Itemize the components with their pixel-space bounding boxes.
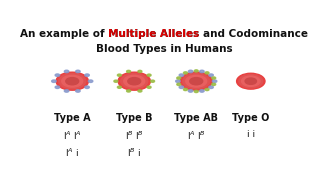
Circle shape — [212, 80, 217, 82]
Circle shape — [76, 90, 80, 92]
Circle shape — [239, 75, 263, 88]
Text: I$^A$ I$^A$: I$^A$ I$^A$ — [63, 130, 82, 142]
Text: An example of: An example of — [40, 160, 128, 170]
Circle shape — [76, 70, 80, 73]
Circle shape — [52, 80, 56, 82]
Circle shape — [209, 86, 213, 89]
Circle shape — [176, 80, 180, 82]
Circle shape — [147, 86, 151, 88]
Text: Multiple Alleles: Multiple Alleles — [108, 28, 199, 39]
Circle shape — [128, 78, 141, 85]
Circle shape — [194, 90, 198, 93]
Text: Type O: Type O — [232, 113, 269, 123]
Circle shape — [55, 86, 60, 89]
Circle shape — [200, 90, 204, 92]
Circle shape — [62, 75, 83, 87]
Circle shape — [88, 80, 93, 82]
Text: Type B: Type B — [116, 113, 153, 123]
Circle shape — [179, 86, 184, 89]
Circle shape — [127, 90, 131, 92]
Text: Blood Types in Humans: Blood Types in Humans — [96, 44, 232, 54]
Circle shape — [85, 74, 89, 76]
Circle shape — [180, 72, 212, 90]
Circle shape — [200, 70, 204, 73]
Circle shape — [121, 74, 148, 89]
Text: Type A: Type A — [54, 113, 91, 123]
Circle shape — [147, 74, 151, 76]
Circle shape — [85, 86, 89, 89]
Circle shape — [179, 74, 184, 76]
Circle shape — [138, 90, 142, 92]
Circle shape — [64, 70, 69, 73]
Circle shape — [186, 75, 207, 87]
Circle shape — [138, 70, 142, 73]
Text: I$^B$ i: I$^B$ i — [127, 146, 141, 159]
Circle shape — [177, 77, 181, 79]
Circle shape — [56, 72, 88, 90]
Text: i i: i i — [247, 130, 255, 139]
Circle shape — [212, 83, 216, 86]
Circle shape — [118, 72, 150, 90]
Text: I$^A$ i: I$^A$ i — [65, 146, 79, 159]
Circle shape — [236, 73, 265, 89]
Text: An example of Multiple Alleles and Codominance: An example of Multiple Alleles and Codom… — [20, 28, 308, 39]
Circle shape — [242, 76, 260, 86]
Circle shape — [55, 74, 60, 76]
Circle shape — [117, 74, 121, 76]
Circle shape — [205, 88, 209, 91]
Circle shape — [177, 83, 181, 86]
Text: Type AB: Type AB — [174, 113, 218, 123]
Circle shape — [183, 72, 188, 74]
Circle shape — [183, 88, 188, 91]
Text: Multiple Alleles: Multiple Alleles — [40, 160, 131, 170]
Circle shape — [190, 78, 203, 85]
Circle shape — [117, 86, 121, 88]
Circle shape — [209, 74, 213, 76]
Circle shape — [114, 80, 118, 82]
Circle shape — [64, 90, 69, 92]
Circle shape — [151, 80, 155, 82]
Circle shape — [205, 72, 209, 74]
Circle shape — [188, 90, 193, 92]
Circle shape — [188, 70, 193, 73]
Circle shape — [245, 78, 256, 84]
Circle shape — [127, 70, 131, 73]
Circle shape — [66, 78, 79, 85]
Text: I$^A$ I$^B$: I$^A$ I$^B$ — [187, 130, 206, 142]
Circle shape — [183, 74, 210, 89]
Text: I$^B$ I$^B$: I$^B$ I$^B$ — [125, 130, 144, 142]
Circle shape — [59, 74, 86, 89]
Circle shape — [194, 70, 198, 72]
Circle shape — [124, 75, 145, 87]
Circle shape — [212, 77, 216, 79]
